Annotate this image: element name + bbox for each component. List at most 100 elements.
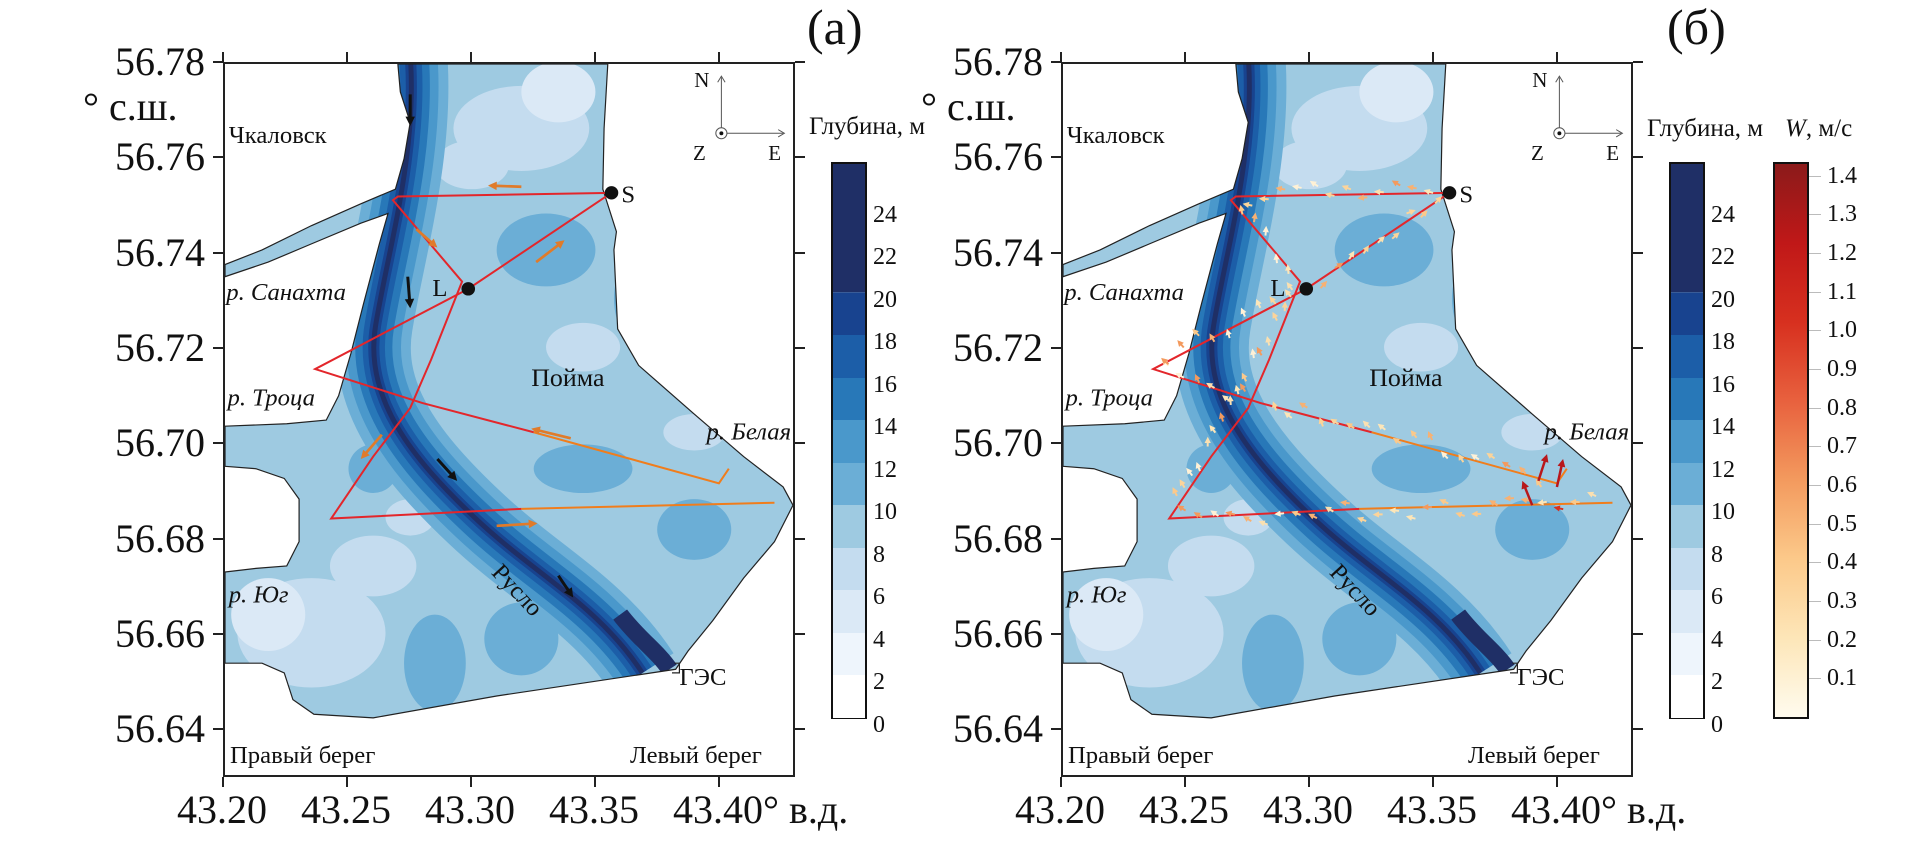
velocity-vector-head bbox=[1557, 459, 1566, 468]
y-tick-right bbox=[795, 61, 805, 63]
shallow-patch bbox=[1063, 663, 1119, 712]
x-tick-top bbox=[594, 52, 596, 62]
depth-map: Чкаловск р. Санахта р. Троца Пойма р. Белая р… bbox=[225, 64, 793, 769]
label-chkalovsk: Чкаловск bbox=[1067, 122, 1165, 149]
flow-arrow-orange-head bbox=[427, 238, 438, 248]
velocity-vector-head bbox=[1377, 423, 1385, 431]
y-tick bbox=[213, 346, 223, 349]
velocity-vector-head bbox=[1308, 513, 1316, 520]
depth-tick-label: 12 bbox=[873, 456, 897, 483]
velocity-vector-head bbox=[1291, 510, 1299, 517]
velocity-tick bbox=[1809, 678, 1821, 680]
velocity-vector-head bbox=[1177, 505, 1185, 512]
depth-tick-label: 12 bbox=[1711, 456, 1735, 483]
velocity-vector-head bbox=[1318, 417, 1325, 425]
velocity-vector-head bbox=[1242, 201, 1250, 209]
depth-tick-label: 16 bbox=[1711, 371, 1735, 398]
shallow-patch bbox=[1359, 64, 1434, 123]
x-tick-top bbox=[222, 52, 224, 62]
compass-arrowheads bbox=[718, 76, 785, 137]
velocity-vector-head bbox=[1161, 357, 1168, 365]
label-river-troca: р. Троца bbox=[225, 385, 315, 412]
flow-arrow-orange bbox=[493, 184, 522, 189]
y-tick-label: 56.64 bbox=[115, 706, 205, 752]
velocity-vector-head bbox=[1195, 461, 1202, 469]
mid-depth-patch bbox=[1451, 249, 1514, 348]
compass-label-north: N bbox=[1532, 68, 1547, 92]
shallow-patch bbox=[329, 535, 417, 597]
velocity-vector-head bbox=[1392, 437, 1400, 445]
velocity-colorbar bbox=[1773, 162, 1809, 719]
velocity-vector-head bbox=[1225, 328, 1232, 336]
x-tick-value: 43.25 bbox=[1139, 787, 1229, 832]
depth-colorbar bbox=[831, 162, 867, 719]
x-tick-label: 43.20 bbox=[177, 790, 267, 830]
velocity-vector-head bbox=[1471, 510, 1478, 518]
label-right-bank: Правый берег bbox=[1068, 742, 1213, 769]
station-s-marker bbox=[604, 186, 619, 200]
velocity-tick bbox=[1809, 407, 1821, 409]
y-tick-label: 56.70 bbox=[953, 420, 1043, 466]
velocity-tick-label: 0.7 bbox=[1827, 433, 1857, 460]
velocity-tick-label: 0.6 bbox=[1827, 471, 1857, 498]
velocity-tick-label: 0.3 bbox=[1827, 587, 1857, 614]
x-tick-top bbox=[1308, 52, 1310, 62]
depth-tick-label: 14 bbox=[1711, 414, 1735, 441]
survey-track bbox=[1359, 503, 1612, 509]
depth-level-swatch bbox=[833, 589, 865, 633]
coastline bbox=[225, 64, 793, 718]
mid-depth-patch bbox=[1322, 602, 1397, 676]
flow-arrow-black-head bbox=[447, 470, 458, 481]
depth-colorbar-title: Глубина, м bbox=[809, 113, 926, 140]
survey-track bbox=[1169, 193, 1449, 519]
x-axis-unit: ° в.д. bbox=[1601, 787, 1687, 832]
mid-depth-patch bbox=[496, 213, 596, 287]
x-tick-top bbox=[1432, 52, 1434, 62]
velocity-vector-head bbox=[1284, 411, 1291, 419]
shallow-patch bbox=[546, 322, 621, 372]
y-tick-label: 56.72 bbox=[115, 324, 205, 370]
y-tick bbox=[1051, 156, 1061, 159]
depth-tick-label: 4 bbox=[873, 626, 885, 653]
velocity-vector-head bbox=[1179, 479, 1186, 487]
flow-arrow-orange bbox=[535, 428, 572, 440]
depth-tick-label: 10 bbox=[1711, 499, 1735, 526]
velocity-tick bbox=[1809, 175, 1821, 177]
velocity-vector-head bbox=[1218, 412, 1226, 420]
depth-tick-label: 10 bbox=[873, 499, 897, 526]
x-tick-label: 43.35 bbox=[1387, 790, 1477, 830]
y-tick-right bbox=[795, 346, 805, 349]
depth-level-swatch bbox=[833, 461, 865, 506]
y-tick-right bbox=[795, 156, 805, 159]
velocity-vector-head bbox=[1172, 487, 1179, 495]
y-tick-right bbox=[1633, 156, 1643, 159]
label-river-sanakhta: р. Санахта bbox=[1063, 279, 1184, 306]
depth-level-swatch bbox=[833, 674, 865, 718]
y-tick bbox=[1051, 442, 1061, 445]
x-tick bbox=[594, 777, 596, 787]
x-tick bbox=[1556, 777, 1558, 787]
velocity-vector-head bbox=[1272, 311, 1279, 319]
y-tick-label: 56.76 bbox=[115, 134, 205, 180]
mid-depth-patch bbox=[404, 614, 466, 712]
label-dam: ГЭС bbox=[1517, 664, 1564, 691]
velocity-vector-head bbox=[1587, 491, 1595, 498]
flow-arrow-black bbox=[436, 458, 455, 478]
x-tick bbox=[222, 777, 224, 787]
velocity-vector-head bbox=[1362, 245, 1369, 253]
velocity-vector-head bbox=[1238, 204, 1245, 212]
x-tick-top bbox=[470, 52, 472, 62]
velocity-vector-head bbox=[1470, 453, 1478, 461]
flow-arrow-black-head bbox=[564, 587, 574, 598]
depth-tick-label: 20 bbox=[1711, 286, 1735, 313]
x-tick bbox=[1432, 777, 1434, 787]
shallow-patch bbox=[1272, 140, 1347, 190]
y-tick-label: 56.66 bbox=[953, 610, 1043, 656]
velocity-vector-head bbox=[1535, 478, 1542, 486]
y-tick bbox=[213, 251, 223, 254]
velocity-tick-label: 0.5 bbox=[1827, 510, 1857, 537]
velocity-vector-head bbox=[1285, 264, 1292, 271]
x-tick bbox=[718, 777, 720, 787]
velocity-vector-head bbox=[1177, 340, 1184, 347]
velocity-tick bbox=[1809, 446, 1821, 448]
